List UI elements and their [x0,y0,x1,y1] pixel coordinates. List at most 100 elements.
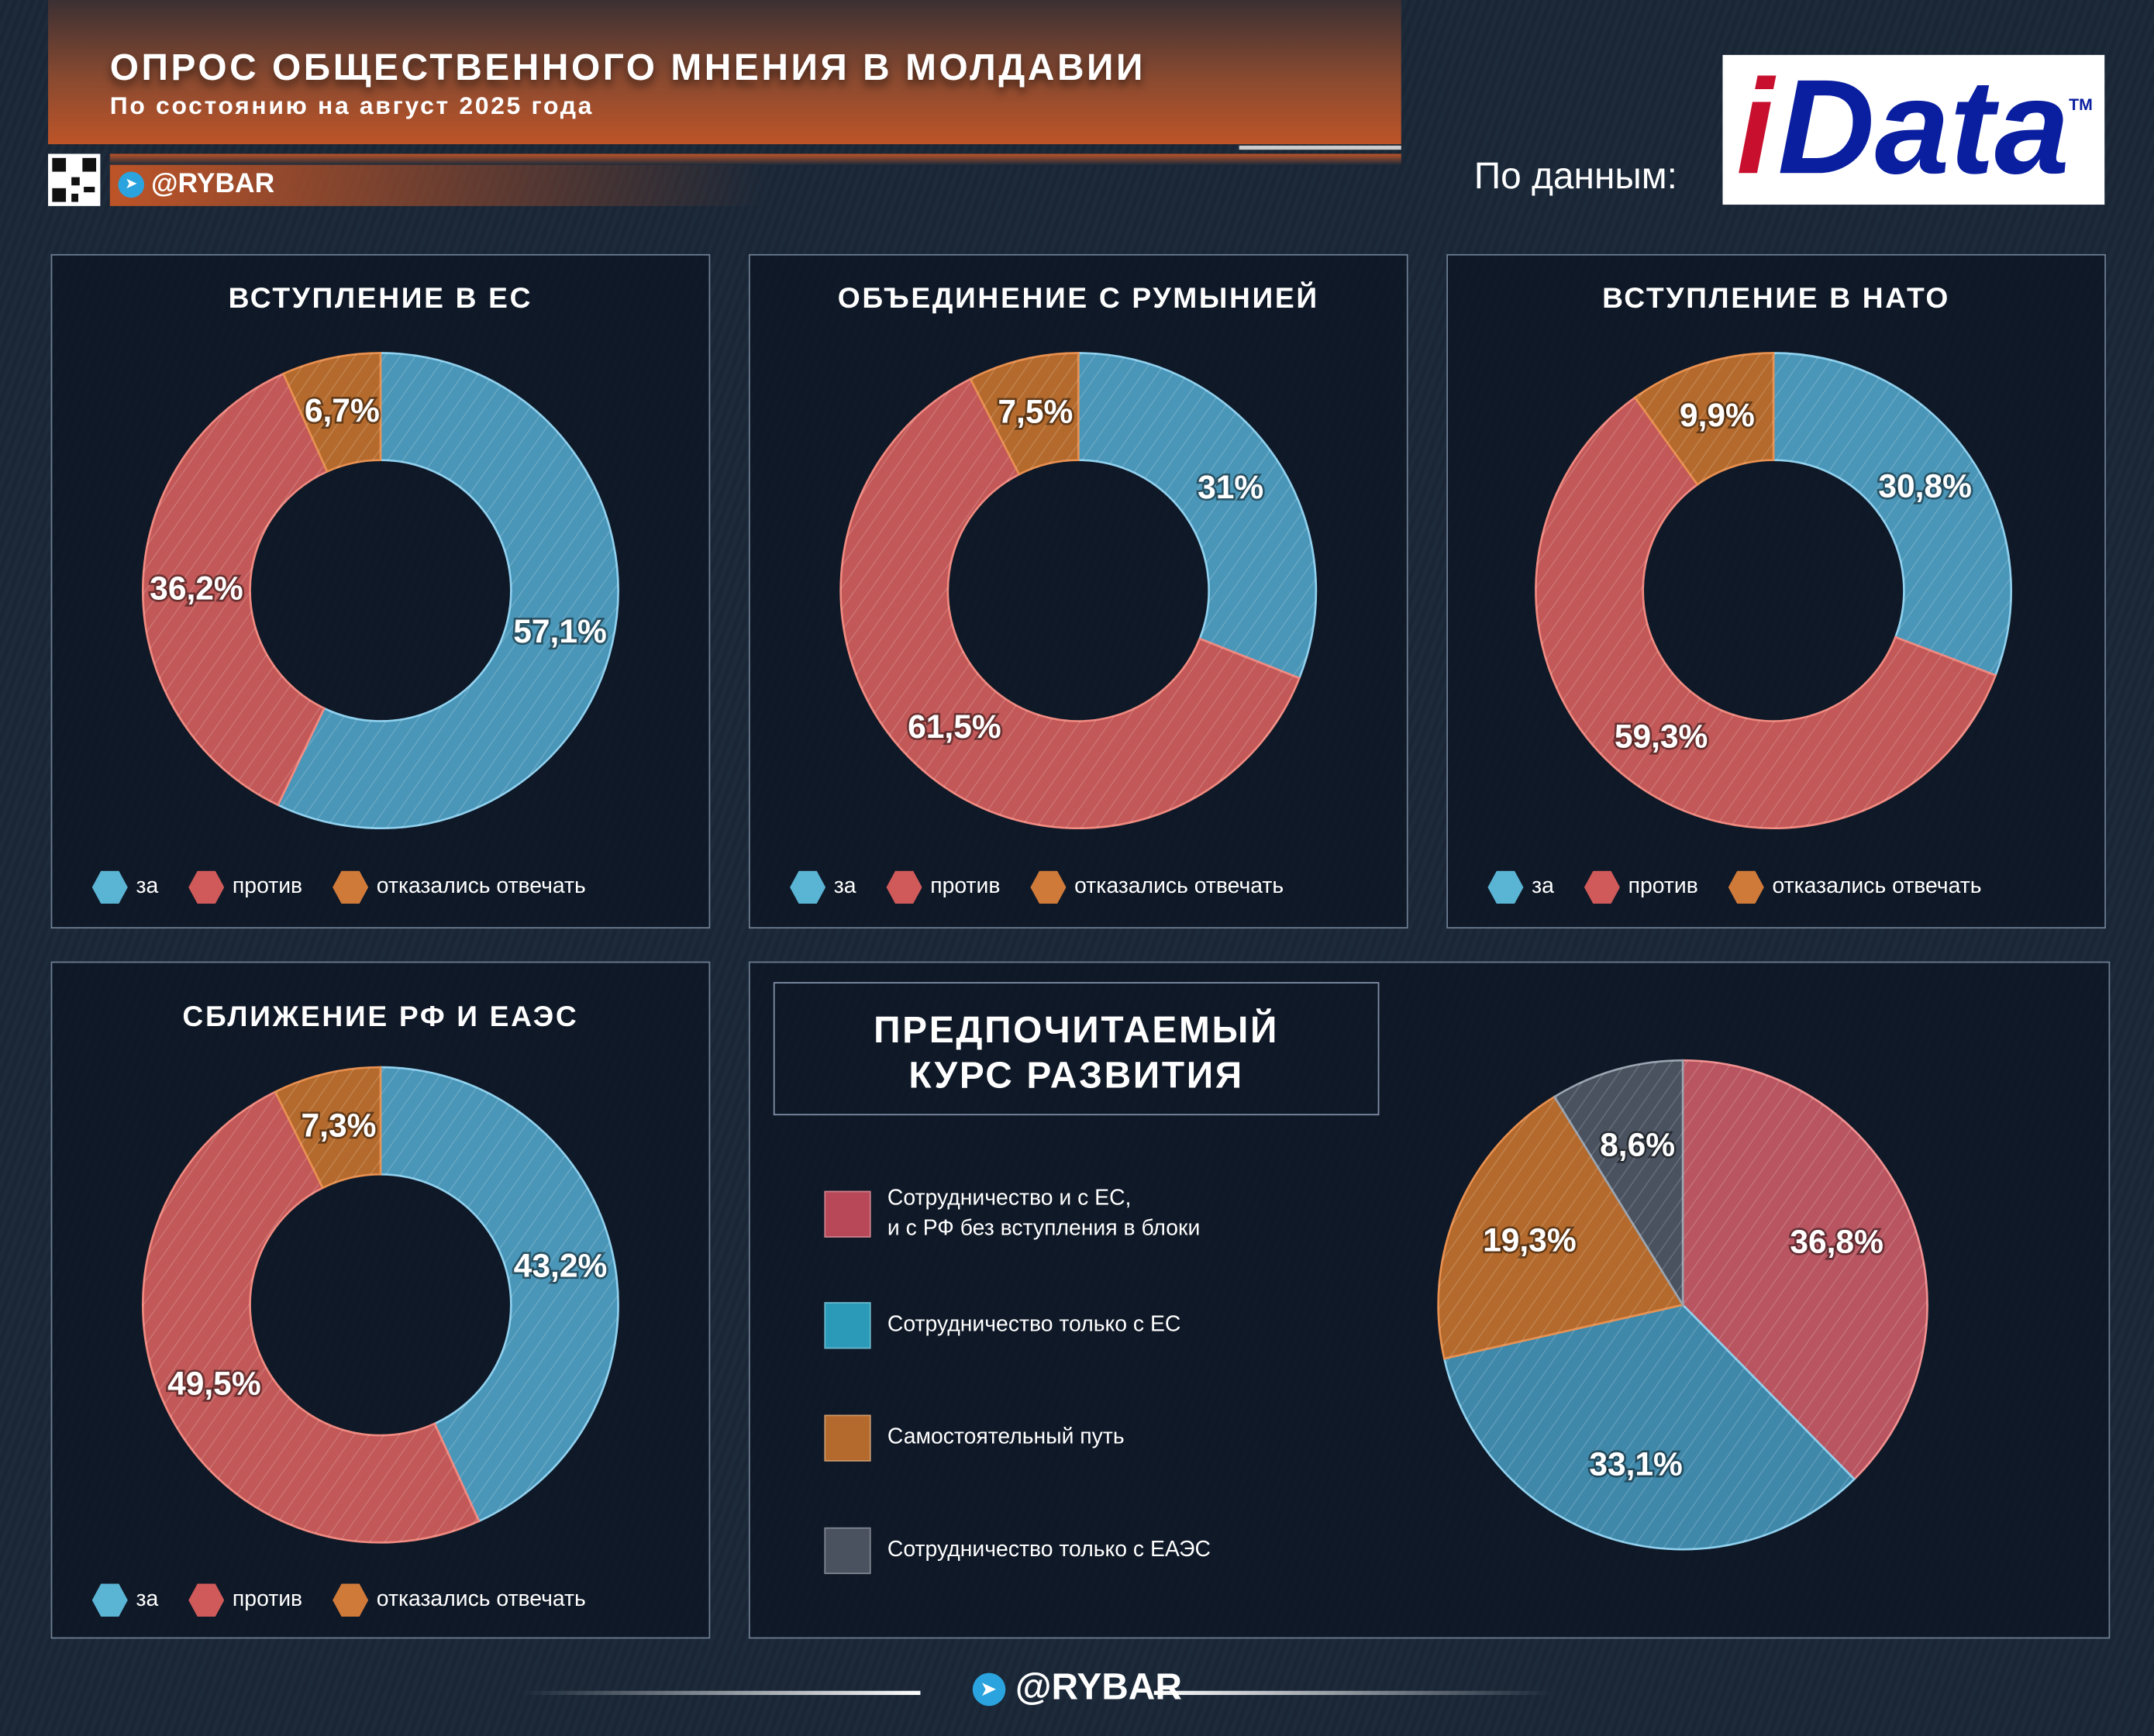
data-label: 9,9% [1680,397,1755,434]
data-label: 30,8% [1878,468,1972,505]
data-label: 36,8% [1790,1224,1883,1261]
legend-item-protiv: против [886,870,1001,904]
legend-label: Самостоятельный путь [887,1425,1125,1449]
logo-i: i [1736,50,1774,202]
donut-segment-2 [1633,352,1775,487]
data-label: 19,3% [1483,1222,1577,1259]
donut-segment-2 [274,1066,382,1190]
slice-hatch [1444,1304,1855,1550]
donut-segment-2 [969,352,1080,476]
chart-title: ОБЪЕДИНЕНИЕ С РУМЫНИЕЙ [837,283,1319,315]
legend-label: отказались отвечать [1074,874,1284,899]
legend-label: за [1532,874,1554,899]
legend-label: против [232,874,303,899]
chart-legend: за против отказались отвечать [790,870,1314,904]
legend-label: отказались отвечать [376,874,586,899]
data-label: 33,1% [1589,1446,1683,1483]
slice-hatch [275,1067,381,1188]
data-label: 31% [1198,469,1263,506]
slice-hatch [1683,1060,1928,1479]
idata-logo: i Data TM [1722,50,2105,205]
legend-item-otkaz: отказались отвечать [1728,870,1982,904]
legend-label: за [833,874,856,899]
donut-segment-1 [1535,396,1997,829]
title-line: КУРС РАЗВИТИЯ [908,1055,1244,1097]
page-title: ОПРОС ОБЩЕСТВЕННОГО МНЕНИЯ В МОЛДАВИИ [109,46,1146,88]
pie-slice-2 [1437,1095,1685,1360]
donut-segment-1 [141,1090,481,1544]
slice-hatch [1438,1097,1684,1359]
slice-hatch [277,353,619,828]
page-subtitle: По состоянию на август 2025 года [109,91,595,120]
donut-segment-1 [142,372,329,807]
channel-handle[interactable]: @RYBAR [150,168,275,199]
legend-label: за [136,874,159,899]
data-label: 57,1% [513,613,607,650]
title-line: ПРЕДПОЧИТАЕМЫЙ [874,1009,1280,1051]
pie-slice-0 [1681,1059,1928,1481]
donut-segment-2 [281,352,382,474]
pie-slice-1 [1442,1304,1856,1551]
data-label: 8,6% [1600,1126,1675,1163]
slice-hatch [143,374,328,805]
footer-line [522,1690,921,1696]
legend-item-za: за [790,870,856,904]
handle-bar [109,164,770,206]
hexagon-icon [91,1583,128,1617]
slice-hatch [970,353,1079,475]
chart-legend: за против отказались отвечать [91,1583,616,1617]
slice-hatch [1078,353,1316,678]
legend-label: Сотрудничество только с ЕАЭС [887,1538,1211,1562]
legend-item-za: за [1487,870,1554,904]
chart-legend: за против отказались отвечать [1487,870,2011,904]
slice-hatch [1773,353,2011,676]
legend-item-protiv: против [1584,870,1698,904]
data-label: 7,3% [301,1107,376,1145]
slice-hatch [1554,1060,1684,1305]
legend-item-otkaz: отказались отвечать [333,870,586,904]
legend-item-eu: Сотрудничество только с ЕС [824,1302,1181,1349]
legend-label: Сотрудничество только с ЕС [887,1313,1181,1337]
legend-label: Сотрудничество и с ЕС, [887,1187,1132,1211]
legend-label: против [1628,874,1698,899]
legend-label: за [136,1587,159,1611]
slice-hatch [1635,353,1774,485]
logo-tm: TM [2069,95,2093,115]
data-label: 36,2% [150,570,243,607]
legend-label: против [930,874,1001,899]
pie-slice-3 [1553,1059,1684,1309]
header-banner [48,0,1401,145]
logo-data: Data [1777,50,2070,202]
legend-label: отказались отвечать [376,1587,586,1611]
course-title: ПРЕДПОЧИТАЕМЫЙ КУРС РАЗВИТИЯ [773,982,1380,1116]
donut-segment-0 [1772,352,2012,677]
chart-legend: за против отказались отвечать [91,870,616,904]
data-label: 43,2% [514,1248,608,1285]
legend-swatch [824,1414,871,1462]
chart-title: ВСТУПЛЕНИЕ В ЕС [228,283,533,315]
legend-item-otkaz: отказались отвечать [1030,870,1284,904]
slice-hatch [1535,397,1996,828]
chart-title: ВСТУПЛЕНИЕ В НАТО [1602,283,1951,315]
footer: ➤ @RYBAR [0,1666,2154,1709]
legend-item-protiv: против [188,870,303,904]
telegram-icon: ➤ [972,1672,1005,1706]
donut-segment-0 [1077,352,1318,680]
legend-item-za: за [91,1583,159,1617]
qr-code-icon [48,153,101,206]
footer-handle[interactable]: @RYBAR [1015,1665,1182,1707]
footer-line [1153,1690,1553,1696]
legend-item-za: за [91,870,159,904]
donut-segment-1 [839,377,1301,830]
slice-hatch [840,378,1300,828]
legend-item-protiv: против [188,1583,302,1617]
data-label: 7,5% [998,393,1073,430]
slice-hatch [283,353,381,472]
legend-label: отказались отвечать [1772,874,1982,899]
divider [1239,145,1401,150]
donut-segment-0 [276,352,619,829]
data-label: 59,3% [1615,718,1708,755]
source-label: По данным: [1473,155,1678,197]
chart-title: СБЛИЖЕНИЕ РФ И ЕАЭС [182,1001,579,1033]
